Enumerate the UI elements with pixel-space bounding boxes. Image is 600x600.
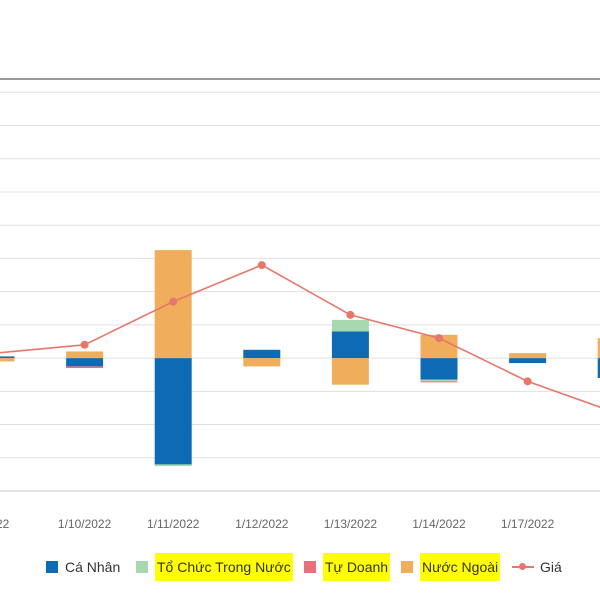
bar-cá-nhân-0 [0, 356, 15, 359]
bar-tổ-chức-trong-nước-2 [154, 464, 192, 467]
x-tick-label-5: 1/14/2022 [412, 517, 466, 531]
legend-item-tu-doanh[interactable]: Tự Doanh [304, 551, 391, 583]
bar-cá-nhân-2 [154, 358, 192, 465]
x-tick-label-4: 1/13/2022 [324, 517, 378, 531]
x-tick-label-2: 1/11/2022 [147, 517, 200, 531]
bar-nước-ngoài-4 [331, 358, 369, 385]
bar-cá-nhân-7 [597, 358, 600, 379]
bar-nước-ngoài-5 [420, 334, 458, 359]
bars [0, 250, 600, 467]
bar-cá-nhân-6 [509, 358, 547, 364]
x-tick-label-6: 1/17/2022 [501, 517, 555, 531]
x-axis-ticks: 2022 1/10/2022 1/11/2022 1/12/2022 1/13/2022… [0, 517, 555, 531]
legend-label-nuoc-ngoai: Nước Ngoài [420, 553, 501, 581]
legend-item-gia[interactable]: Giá [512, 551, 562, 583]
bar-tự-doanh-1 [66, 366, 104, 369]
legend-swatch-gia [512, 561, 534, 573]
x-tick-label-0: 2022 [0, 517, 10, 531]
chart-area: 2022 1/10/2022 1/11/2022 1/12/2022 1/13/2022… [0, 78, 600, 531]
price-line-path [0, 264, 600, 408]
bar-cá-nhân-3 [243, 349, 281, 359]
bar-nước-ngoài-7 [597, 338, 600, 359]
legend-label-to-chuc-trong-nuoc: Tổ Chức Trong Nước [155, 553, 293, 581]
grid-lines [0, 78, 600, 492]
legend-swatch-to-chuc-trong-nuoc [136, 561, 148, 573]
bar-nước-ngoài-3 [243, 358, 281, 367]
bar-tự-doanh-5 [420, 381, 458, 383]
legend-label-gia: Giá [540, 559, 562, 575]
bar-cá-nhân-4 [331, 331, 369, 359]
price-point-5 [435, 334, 443, 343]
legend-swatch-tu-doanh [304, 561, 316, 573]
bar-nước-ngoài-1 [66, 351, 104, 359]
bar-nước-ngoài-0 [0, 358, 15, 362]
price-line [0, 261, 600, 408]
legend-label-ca-nhan: Cá Nhân [65, 559, 121, 575]
legend-swatch-nuoc-ngoai [401, 561, 413, 573]
legend-label-tu-doanh: Tự Doanh [323, 553, 391, 581]
price-point-1 [80, 340, 89, 349]
price-point-4 [346, 310, 355, 319]
legend: Cá Nhân Tổ Chức Trong Nước Tự Doanh Nước… [0, 551, 600, 583]
bar-tổ-chức-trong-nước-4 [331, 319, 369, 332]
x-tick-label-3: 1/12/2022 [235, 517, 289, 531]
bar-cá-nhân-5 [420, 358, 458, 380]
price-point-6 [523, 377, 532, 386]
x-tick-label-1: 1/10/2022 [58, 517, 112, 531]
bar-tổ-chức-trong-nước-5 [420, 379, 458, 382]
legend-item-nuoc-ngoai[interactable]: Nước Ngoài [401, 551, 501, 583]
legend-swatch-ca-nhan [46, 561, 58, 573]
legend-item-ca-nhan[interactable]: Cá Nhân [46, 551, 120, 583]
bar-cá-nhân-1 [66, 358, 104, 367]
legend-item-to-chuc-trong-nuoc[interactable]: Tổ Chức Trong Nước [136, 551, 293, 583]
bar-nước-ngoài-6 [509, 353, 547, 359]
price-point-3 [257, 261, 266, 270]
price-point-2 [169, 297, 178, 306]
